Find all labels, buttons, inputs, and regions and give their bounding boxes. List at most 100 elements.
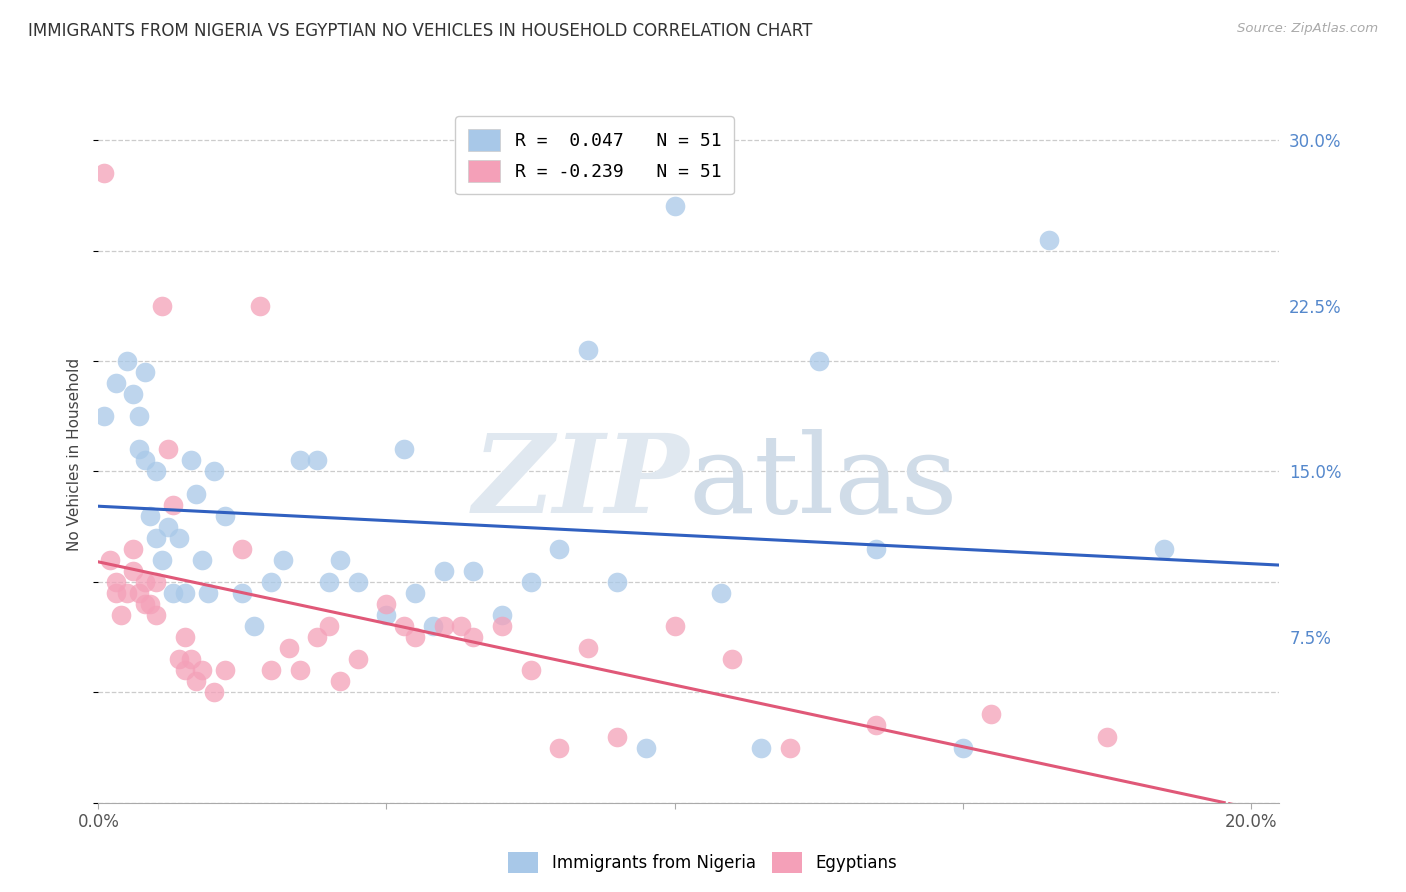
- Point: [231, 586, 253, 600]
- Point: [145, 574, 167, 589]
- Point: [173, 630, 195, 644]
- Point: [548, 541, 571, 556]
- Point: [134, 365, 156, 379]
- Text: IMMIGRANTS FROM NIGERIA VS EGYPTIAN NO VEHICLES IN HOUSEHOLD CORRELATION CHART: IMMIGRANTS FROM NIGERIA VS EGYPTIAN NO V…: [28, 22, 813, 40]
- Point: [548, 740, 571, 755]
- Point: [260, 663, 283, 677]
- Point: [150, 553, 173, 567]
- Point: [173, 663, 195, 677]
- Legend: R =  0.047   N = 51, R = -0.239   N = 51: R = 0.047 N = 51, R = -0.239 N = 51: [456, 116, 734, 194]
- Point: [162, 498, 184, 512]
- Point: [491, 608, 513, 623]
- Text: Source: ZipAtlas.com: Source: ZipAtlas.com: [1237, 22, 1378, 36]
- Point: [231, 541, 253, 556]
- Point: [519, 663, 541, 677]
- Point: [122, 387, 145, 401]
- Point: [162, 586, 184, 600]
- Point: [156, 519, 179, 533]
- Point: [191, 553, 214, 567]
- Point: [392, 619, 415, 633]
- Point: [329, 674, 352, 689]
- Point: [243, 619, 266, 633]
- Point: [318, 619, 340, 633]
- Point: [104, 574, 127, 589]
- Point: [134, 453, 156, 467]
- Point: [122, 541, 145, 556]
- Point: [260, 574, 283, 589]
- Point: [104, 586, 127, 600]
- Point: [156, 442, 179, 457]
- Point: [202, 685, 225, 699]
- Point: [634, 740, 657, 755]
- Point: [461, 564, 484, 578]
- Point: [145, 608, 167, 623]
- Point: [664, 619, 686, 633]
- Point: [93, 409, 115, 424]
- Point: [167, 531, 190, 545]
- Point: [491, 619, 513, 633]
- Point: [180, 652, 202, 666]
- Point: [952, 740, 974, 755]
- Point: [375, 597, 398, 611]
- Point: [128, 586, 150, 600]
- Point: [122, 564, 145, 578]
- Point: [249, 299, 271, 313]
- Point: [288, 663, 311, 677]
- Point: [807, 354, 830, 368]
- Point: [139, 597, 162, 611]
- Point: [307, 453, 329, 467]
- Point: [271, 553, 294, 567]
- Point: [186, 486, 208, 500]
- Point: [115, 586, 138, 600]
- Point: [307, 630, 329, 644]
- Point: [128, 409, 150, 424]
- Point: [98, 553, 121, 567]
- Point: [422, 619, 444, 633]
- Text: ZIP: ZIP: [472, 429, 689, 536]
- Point: [576, 641, 599, 656]
- Point: [180, 453, 202, 467]
- Text: atlas: atlas: [689, 429, 959, 536]
- Point: [980, 707, 1002, 722]
- Point: [150, 299, 173, 313]
- Point: [606, 730, 628, 744]
- Point: [433, 619, 456, 633]
- Point: [404, 586, 426, 600]
- Point: [450, 619, 472, 633]
- Point: [128, 442, 150, 457]
- Point: [576, 343, 599, 357]
- Point: [749, 740, 772, 755]
- Point: [197, 586, 219, 600]
- Point: [318, 574, 340, 589]
- Point: [865, 718, 887, 732]
- Point: [606, 574, 628, 589]
- Point: [145, 531, 167, 545]
- Point: [139, 508, 162, 523]
- Point: [173, 586, 195, 600]
- Point: [214, 663, 236, 677]
- Point: [375, 608, 398, 623]
- Point: [346, 574, 368, 589]
- Point: [710, 586, 733, 600]
- Point: [1153, 541, 1175, 556]
- Point: [1038, 233, 1060, 247]
- Point: [1095, 730, 1118, 744]
- Point: [110, 608, 132, 623]
- Point: [779, 740, 801, 755]
- Point: [519, 574, 541, 589]
- Point: [288, 453, 311, 467]
- Point: [329, 553, 352, 567]
- Point: [721, 652, 744, 666]
- Point: [202, 465, 225, 479]
- Point: [93, 166, 115, 180]
- Point: [461, 630, 484, 644]
- Point: [167, 652, 190, 666]
- Point: [115, 354, 138, 368]
- Point: [277, 641, 299, 656]
- Point: [404, 630, 426, 644]
- Legend: Immigrants from Nigeria, Egyptians: Immigrants from Nigeria, Egyptians: [502, 846, 904, 880]
- Point: [145, 465, 167, 479]
- Point: [104, 376, 127, 391]
- Point: [392, 442, 415, 457]
- Point: [186, 674, 208, 689]
